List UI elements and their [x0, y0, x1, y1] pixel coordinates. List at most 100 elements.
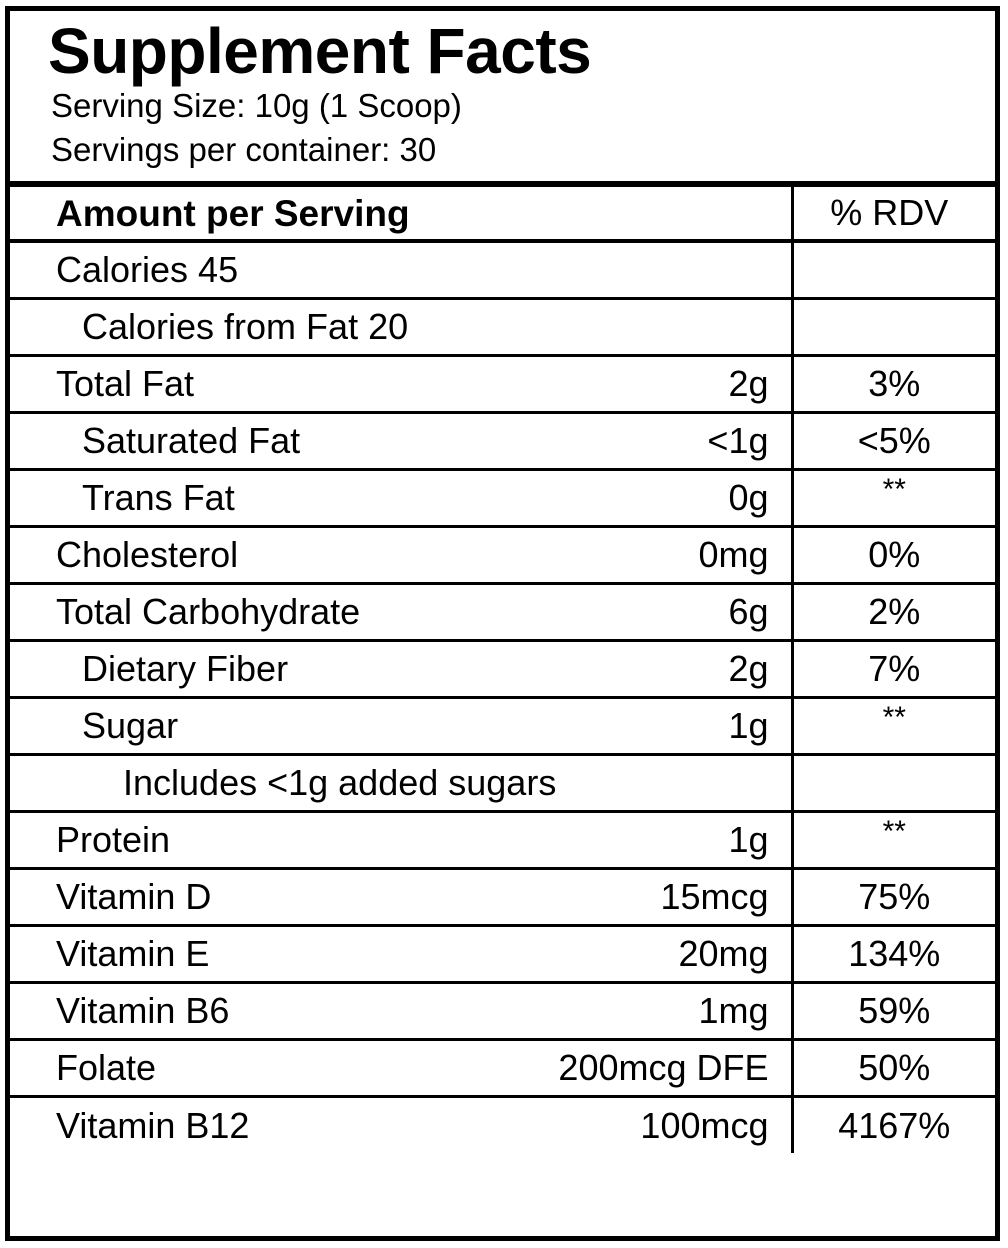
- table-row: Folate 200mcg DFE 50%: [10, 1039, 995, 1098]
- nutrient-name-cell: Calories from Fat 20: [10, 298, 792, 357]
- rdv-header-cell: % RDV: [792, 184, 995, 244]
- nutrient-rdv-cell: 2%: [790, 583, 995, 642]
- nutrient-name: Protein: [56, 818, 171, 860]
- nutrient-name: Cholesterol: [56, 533, 239, 575]
- nutrient-name: Trans Fat: [82, 476, 235, 518]
- nutrient-rdv: 75%: [858, 875, 931, 917]
- label-header-block: Supplement Facts Serving Size: 10g (1 Sc…: [10, 11, 995, 181]
- nutrient-amount-cell: 200mcg DFE: [488, 1039, 792, 1098]
- table-row: Calories from Fat 20: [10, 298, 995, 357]
- nutrient-rdv-cell: [790, 754, 995, 813]
- nutrient-name-cell: Vitamin B12: [10, 1096, 488, 1153]
- nutrient-amount-cell: 2g: [488, 640, 792, 699]
- table-row: Includes <1g added sugars: [10, 754, 995, 813]
- nutrient-name: Total Fat: [56, 362, 195, 404]
- nutrient-amount-cell: 15mcg: [488, 868, 792, 927]
- nutrient-amount: 1g: [728, 704, 769, 746]
- nutrient-rdv-cell: 3%: [790, 355, 995, 414]
- nutrient-rdv-cell: 75%: [790, 868, 995, 927]
- nutrient-name: Folate: [56, 1046, 157, 1088]
- table-row: Sugar 1g **: [10, 697, 995, 756]
- nutrient-amount: 20mg: [678, 932, 769, 974]
- footnote-marker: **: [882, 472, 906, 506]
- nutrient-rdv-cell: [790, 241, 995, 300]
- nutrient-name: Calories 45: [56, 249, 239, 291]
- nutrient-rdv-cell: **: [790, 469, 995, 528]
- table-row: Total Fat 2g 3%: [10, 355, 995, 414]
- nutrient-name: Vitamin E: [56, 932, 210, 974]
- nutrient-rdv: <5%: [857, 419, 931, 461]
- nutrient-name-cell: Vitamin E: [10, 925, 488, 984]
- nutrient-amount: 200mcg DFE: [558, 1046, 769, 1088]
- nutrient-name: Vitamin B6: [56, 989, 230, 1031]
- table-row: Saturated Fat <1g <5%: [10, 412, 995, 471]
- nutrient-rdv-cell: <5%: [790, 412, 995, 471]
- nutrient-rdv: 7%: [868, 647, 921, 689]
- nutrient-amount-cell: 6g: [488, 583, 792, 642]
- nutrient-amount: 1g: [728, 818, 769, 860]
- rdv-label: % RDV: [830, 192, 949, 234]
- table-row: Vitamin D 15mcg 75%: [10, 868, 995, 927]
- nutrient-name-cell: Saturated Fat: [10, 412, 488, 471]
- nutrient-amount-cell: 100mcg: [488, 1096, 792, 1153]
- nutrient-amount-cell: 1g: [488, 811, 792, 870]
- table-row: Dietary Fiber 2g 7%: [10, 640, 995, 699]
- nutrient-amount-cell: <1g: [488, 412, 792, 471]
- table-row: Protein 1g **: [10, 811, 995, 870]
- footnote-marker: **: [882, 814, 906, 848]
- nutrient-name: Vitamin D: [56, 875, 212, 917]
- nutrient-amount-cell: 1mg: [488, 982, 792, 1041]
- table-row: Calories 45: [10, 241, 995, 300]
- nutrient-rdv: 50%: [858, 1046, 931, 1088]
- servings-per-container-text: Servings per container: 30: [51, 130, 437, 168]
- nutrient-amount-cell: 20mg: [488, 925, 792, 984]
- nutrient-name-cell: Vitamin D: [10, 868, 488, 927]
- nutrient-rdv: 3%: [868, 362, 921, 404]
- nutrient-name-cell: Cholesterol: [10, 526, 488, 585]
- nutrient-amount-cell: 0mg: [488, 526, 792, 585]
- nutrient-name: Calories from Fat 20: [82, 305, 409, 347]
- nutrient-rdv: 2%: [868, 590, 921, 632]
- nutrient-rdv-cell: [790, 298, 995, 357]
- nutrient-name: Total Carbohydrate: [56, 590, 361, 632]
- nutrient-name-cell: Total Carbohydrate: [10, 583, 488, 642]
- nutrient-rdv-cell: 134%: [790, 925, 995, 984]
- footnote-marker: **: [882, 700, 906, 734]
- nutrient-name-cell: Vitamin B6: [10, 982, 488, 1041]
- nutrient-name-cell: Folate: [10, 1039, 488, 1098]
- nutrient-name: Includes <1g added sugars: [123, 761, 557, 803]
- nutrient-name-cell: Protein: [10, 811, 488, 870]
- nutrient-name-cell: Total Fat: [10, 355, 488, 414]
- nutrient-name: Dietary Fiber: [82, 647, 289, 689]
- nutrient-rdv-cell: 7%: [790, 640, 995, 699]
- nutrient-name-cell: Dietary Fiber: [10, 640, 488, 699]
- nutrient-name-cell: Includes <1g added sugars: [10, 754, 792, 813]
- nutrient-amount: <1g: [707, 419, 769, 461]
- nutrient-amount-cell: 2g: [488, 355, 792, 414]
- nutrient-name: Sugar: [82, 704, 179, 746]
- nutrient-rdv: 0%: [868, 533, 921, 575]
- nutrient-name-cell: Sugar: [10, 697, 488, 756]
- nutrient-rdv-cell: **: [790, 811, 995, 870]
- nutrient-amount: 2g: [728, 362, 769, 404]
- nutrient-amount: 1mg: [698, 989, 769, 1031]
- nutrition-facts-body: Amount per Serving % RDV Calories 45 Calo…: [10, 184, 995, 1154]
- nutrient-amount-cell: 0g: [488, 469, 792, 528]
- nutrient-name-cell: Calories 45: [10, 241, 792, 300]
- serving-size-text: Serving Size: 10g (1 Scoop): [51, 87, 462, 125]
- table-header-row: Amount per Serving % RDV: [10, 184, 995, 244]
- page-title: Supplement Facts: [48, 15, 592, 87]
- nutrient-rdv-cell: 50%: [790, 1039, 995, 1098]
- nutrient-amount: 2g: [728, 647, 769, 689]
- nutrient-amount: 0mg: [698, 533, 769, 575]
- nutrient-name-cell: Trans Fat: [10, 469, 488, 528]
- nutrient-name: Vitamin B12: [56, 1104, 250, 1146]
- table-row: Total Carbohydrate 6g 2%: [10, 583, 995, 642]
- table-row: Vitamin E 20mg 134%: [10, 925, 995, 984]
- nutrient-rdv: 59%: [858, 989, 931, 1031]
- nutrition-facts-table: Amount per Serving % RDV Calories 45 Calo…: [10, 181, 995, 1154]
- nutrient-amount: 6g: [728, 590, 769, 632]
- nutrient-amount-cell: 1g: [488, 697, 792, 756]
- table-row: Trans Fat 0g **: [10, 469, 995, 528]
- nutrient-name: Saturated Fat: [82, 419, 301, 461]
